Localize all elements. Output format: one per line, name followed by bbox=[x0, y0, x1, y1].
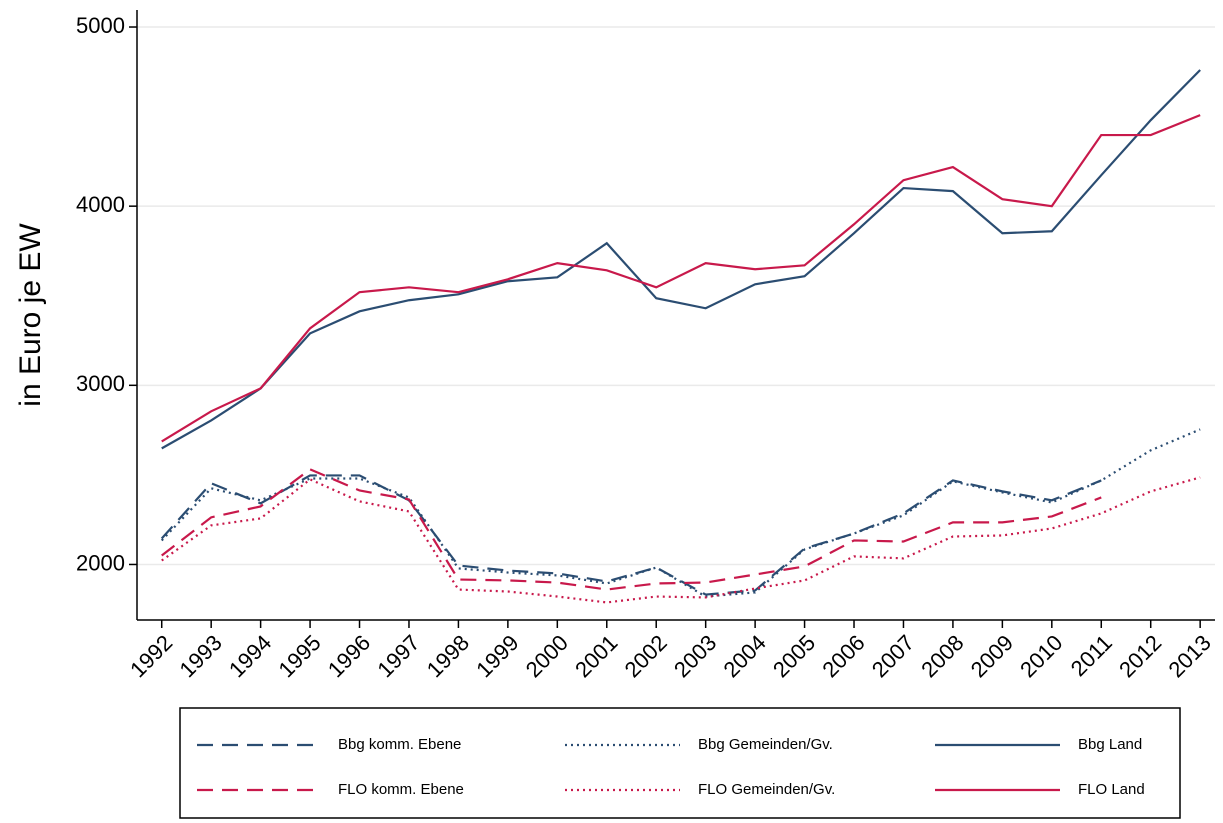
legend-label: Bbg Gemeinden/Gv. bbox=[698, 736, 833, 753]
series-line bbox=[160, 428, 1201, 598]
series-line bbox=[161, 468, 1102, 591]
legend-box bbox=[179, 707, 1181, 819]
legend-label: FLO komm. Ebene bbox=[338, 781, 464, 798]
series-line bbox=[161, 476, 1201, 604]
legend-label: Bbg komm. Ebene bbox=[338, 736, 461, 753]
y-tick-label: 4000 bbox=[76, 192, 125, 217]
series-line bbox=[161, 69, 1201, 450]
legend-label: FLO Gemeinden/Gv. bbox=[698, 781, 835, 798]
series-line bbox=[161, 114, 1201, 443]
y-tick-label: 2000 bbox=[76, 550, 125, 575]
y-axis-label: in Euro je EW bbox=[14, 223, 47, 407]
y-tick-label: 3000 bbox=[76, 371, 125, 396]
legend-label: FLO Land bbox=[1078, 781, 1145, 798]
legend-label: Bbg Land bbox=[1078, 736, 1142, 753]
y-tick-label: 5000 bbox=[76, 13, 125, 38]
